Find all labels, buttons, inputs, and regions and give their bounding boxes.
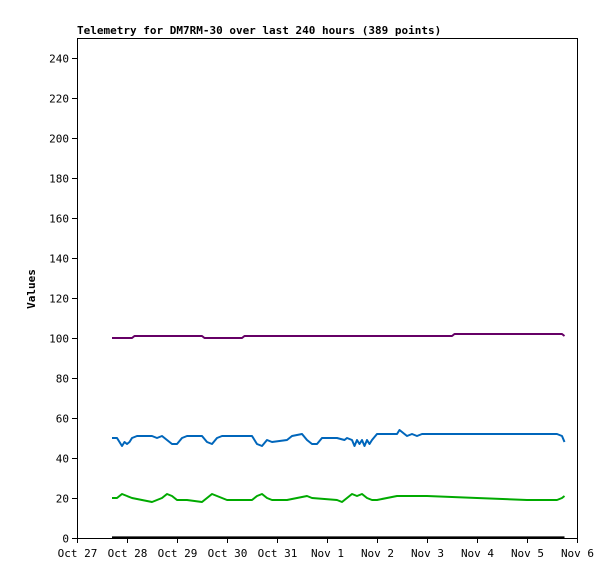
x-tick-label: Oct 29 [158, 547, 198, 560]
y-axis-label: Values [25, 269, 38, 309]
y-tick-label: 100 [49, 333, 69, 346]
y-tick-label: 0 [62, 533, 69, 546]
x-tick-label: Nov 4 [461, 547, 494, 560]
y-tick-label: 240 [49, 53, 69, 66]
y-tick-label: 80 [56, 373, 69, 386]
y-tick-label: 220 [49, 93, 69, 106]
y-tick-label: 180 [49, 173, 69, 186]
x-tick-label: Nov 2 [361, 547, 394, 560]
series-line-0 [112, 333, 566, 339]
x-tick-label: Oct 30 [208, 547, 248, 560]
y-axis: 0 20 40 60 80 100 120 140 160 180 200 220 240 [49, 53, 77, 546]
y-tick-label: 120 [49, 293, 69, 306]
y-tick-label: 60 [56, 413, 69, 426]
series-line-1 [112, 429, 566, 447]
y-tick-label: 200 [49, 133, 69, 146]
y-tick-label: 140 [49, 253, 69, 266]
chart-title: Telemetry for DM7RM-30 over last 240 hou… [77, 24, 441, 37]
x-tick-label: Oct 27 [58, 547, 98, 560]
x-tick-label: Oct 31 [258, 547, 298, 560]
series-line-2 [112, 493, 566, 503]
y-tick-label: 20 [56, 493, 69, 506]
x-tick-label: Nov 5 [511, 547, 544, 560]
series-layer [112, 333, 566, 539]
x-tick-label: Nov 1 [311, 547, 344, 560]
y-tick-label: 40 [56, 453, 69, 466]
x-axis: Oct 27 Oct 28 Oct 29 Oct 30 Oct 31 Nov 1 Nov 2… [58, 538, 594, 560]
x-tick-label: Oct 28 [108, 547, 148, 560]
x-tick-label: Nov 6 [561, 547, 594, 560]
x-tick-label: Nov 3 [411, 547, 444, 560]
y-tick-label: 160 [49, 213, 69, 226]
plot-frame [77, 38, 578, 539]
